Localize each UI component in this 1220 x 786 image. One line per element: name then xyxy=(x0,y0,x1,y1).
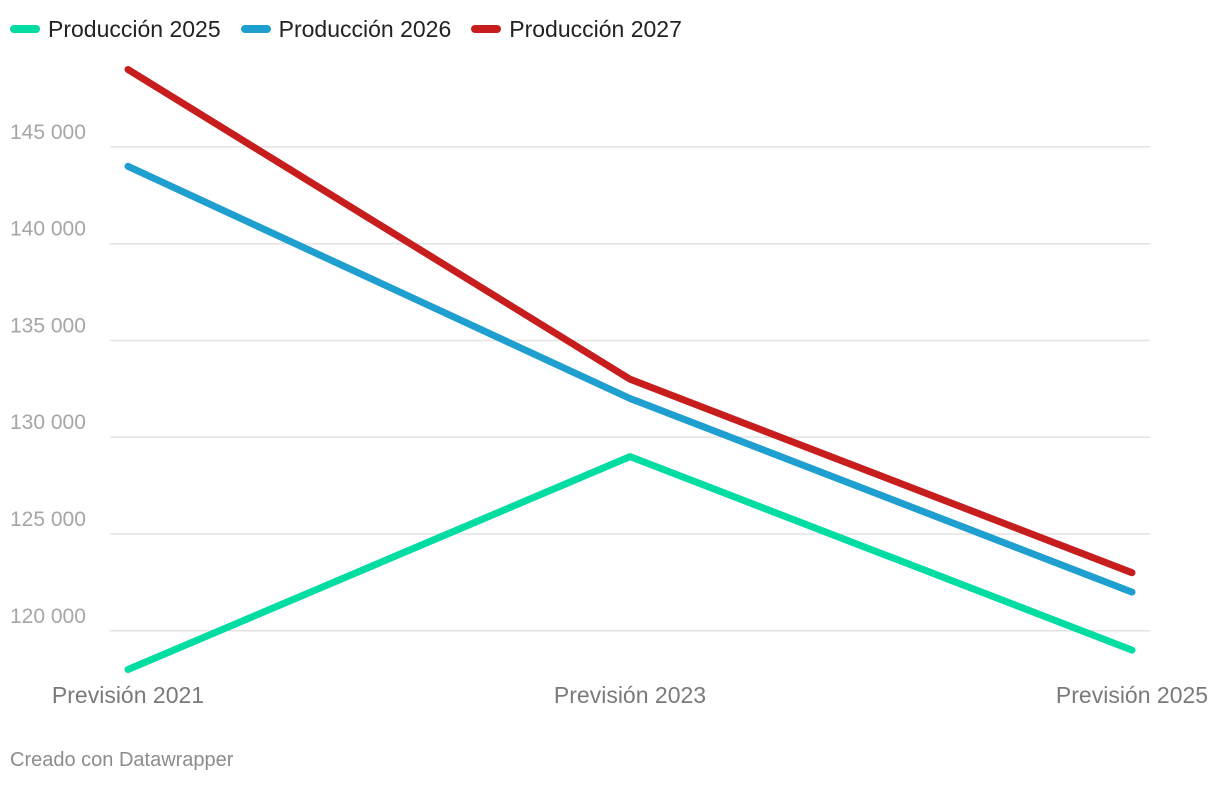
legend: Producción 2025 Producción 2026 Producci… xyxy=(10,14,702,44)
y-tick-label-1: 125 000 xyxy=(10,508,86,531)
x-tick-label-1: Previsión 2023 xyxy=(554,682,706,708)
y-axis-ticks: 120 000 125 000 130 000 135 000 140 000 145 0… xyxy=(10,121,86,628)
legend-label-1: Producción 2026 xyxy=(278,16,452,42)
legend-item-0: Producción 2025 xyxy=(10,14,221,44)
legend-item-2: Producción 2027 xyxy=(471,14,682,44)
gridlines xyxy=(110,146,1150,632)
legend-swatch-2 xyxy=(471,25,502,33)
x-tick-label-0: Previsión 2021 xyxy=(52,682,204,708)
x-axis-ticks: Previsión 2021 Previsión 2023 Previsión 20… xyxy=(52,682,1208,708)
y-tick-label-5: 145 000 xyxy=(10,121,86,144)
x-tick-label-2: Previsión 2025 xyxy=(1056,682,1208,708)
y-tick-label-0: 120 000 xyxy=(10,605,86,628)
y-tick-label-2: 130 000 xyxy=(10,411,86,434)
legend-swatch-0 xyxy=(10,25,40,33)
credit-text: Creado con Datawrapper xyxy=(10,749,234,771)
y-tick-label-3: 135 000 xyxy=(10,314,86,337)
series-line-0 xyxy=(124,453,1136,673)
legend-swatch-1 xyxy=(240,25,271,33)
series-lines xyxy=(124,66,1136,673)
y-tick-label-4: 140 000 xyxy=(10,218,86,241)
series-line-1 xyxy=(124,162,1136,596)
series-line-2 xyxy=(124,66,1136,577)
legend-label-0: Producción 2025 xyxy=(48,16,221,42)
legend-item-1: Producción 2026 xyxy=(240,14,452,44)
legend-label-2: Producción 2027 xyxy=(509,16,682,42)
